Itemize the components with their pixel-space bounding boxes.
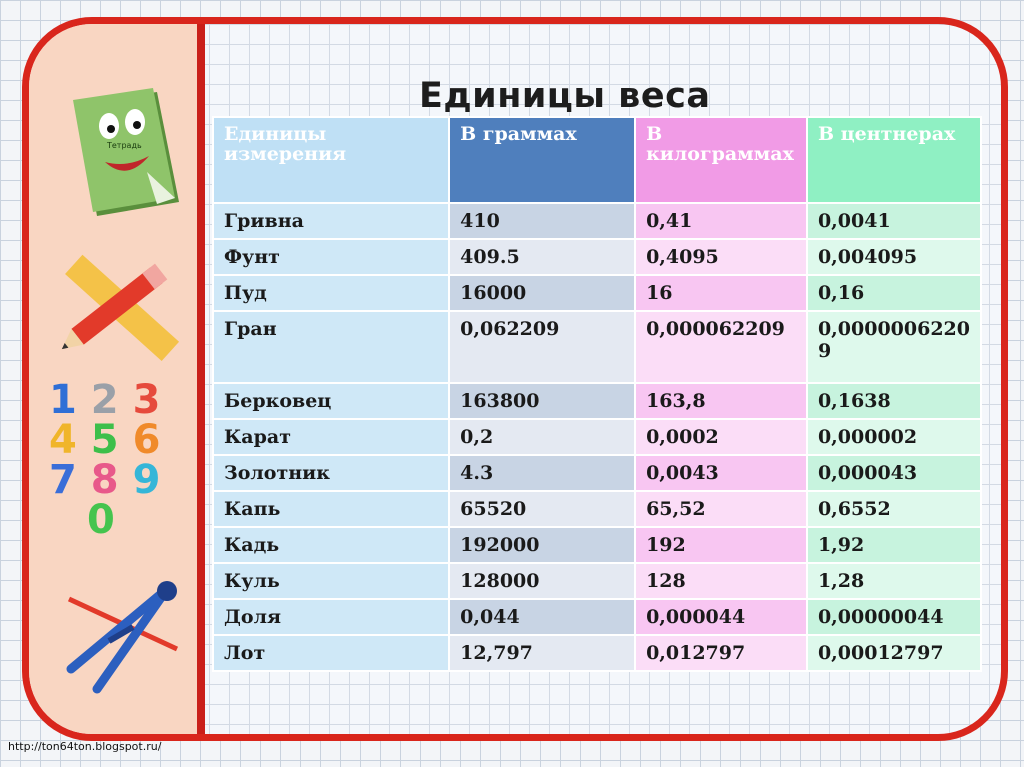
numbers-icon: 1 2 3 4 5 6 7 8 9 0 xyxy=(49,377,161,543)
kilograms-cell: 0,0043 xyxy=(634,454,808,492)
kilograms-cell: 16 xyxy=(634,274,808,312)
table-row: Карат 0,2 0,0002 0,000002 xyxy=(211,418,983,456)
unit-name-cell: Доля xyxy=(211,598,451,636)
table-row: Доля 0,044 0,000044 0,00000044 xyxy=(211,598,983,636)
unit-name-cell: Кадь xyxy=(211,526,451,564)
table-row: Берковец 163800 163,8 0,1638 xyxy=(211,382,983,420)
table-row: Пуд 16000 16 0,16 xyxy=(211,274,983,312)
grams-cell: 0,2 xyxy=(448,418,637,456)
weight-units-table: Единицы измерения В граммах В килограмма… xyxy=(211,116,983,672)
kilograms-cell: 163,8 xyxy=(634,382,808,420)
kilograms-cell: 0,4095 xyxy=(634,238,808,276)
unit-name-cell: Лот xyxy=(211,634,451,672)
unit-name-cell: Берковец xyxy=(211,382,451,420)
unit-name-cell: Золотник xyxy=(211,454,451,492)
grams-cell: 192000 xyxy=(448,526,637,564)
grams-cell: 4.3 xyxy=(448,454,637,492)
table-row: Куль 128000 128 1,28 xyxy=(211,562,983,600)
page-title: Единицы веса xyxy=(419,76,711,116)
centners-cell: 0,00000044 xyxy=(805,598,983,636)
kilograms-cell: 128 xyxy=(634,562,808,600)
kilograms-cell: 0,41 xyxy=(634,202,808,240)
grams-cell: 12,797 xyxy=(448,634,637,672)
grams-cell: 163800 xyxy=(448,382,637,420)
pencil-ruler-icon xyxy=(61,254,180,362)
notebook-label: Тетрадь xyxy=(106,141,142,150)
header-kilograms: В килограммах xyxy=(634,116,808,204)
kilograms-cell: 192 xyxy=(634,526,808,564)
header-grams: В граммах xyxy=(448,116,637,204)
decorative-sidebar: Тетрадь 1 2 3 4 5 6 xyxy=(29,24,205,734)
unit-name-cell: Куль xyxy=(211,562,451,600)
unit-name-cell: Гривна xyxy=(211,202,451,240)
table-row: Лот 12,797 0,012797 0,00012797 xyxy=(211,634,983,672)
compass-icon xyxy=(66,581,179,694)
grams-cell: 0,044 xyxy=(448,598,637,636)
table-row: Капь 65520 65,52 0,6552 xyxy=(211,490,983,528)
grams-cell: 16000 xyxy=(448,274,637,312)
unit-name-cell: Карат xyxy=(211,418,451,456)
grams-cell: 65520 xyxy=(448,490,637,528)
centners-cell: 1,28 xyxy=(805,562,983,600)
kilograms-cell: 0,0002 xyxy=(634,418,808,456)
notebook-character-icon: Тетрадь xyxy=(73,88,179,216)
centners-cell: 0,000043 xyxy=(805,454,983,492)
centners-cell: 0,6552 xyxy=(805,490,983,528)
table-row: Гран 0,062209 0,000062209 0,0000006220 9 xyxy=(211,310,983,384)
centners-cell: 0,16 xyxy=(805,274,983,312)
unit-name-cell: Гран xyxy=(211,310,451,384)
centners-cell: 0,004095 xyxy=(805,238,983,276)
unit-name-cell: Пуд xyxy=(211,274,451,312)
header-units: Единицы измерения xyxy=(211,116,451,204)
table-row: Гривна 410 0,41 0,0041 xyxy=(211,202,983,240)
source-url: http://ton64ton.blogspot.ru/ xyxy=(8,740,162,753)
centners-cell: 1,92 xyxy=(805,526,983,564)
grams-cell: 128000 xyxy=(448,562,637,600)
kilograms-cell: 0,000044 xyxy=(634,598,808,636)
grams-cell: 409.5 xyxy=(448,238,637,276)
centners-cell: 0,00012797 xyxy=(805,634,983,672)
kilograms-cell: 65,52 xyxy=(634,490,808,528)
centners-cell: 0,000002 xyxy=(805,418,983,456)
grams-cell: 410 xyxy=(448,202,637,240)
table-row: Фунт 409.5 0,4095 0,004095 xyxy=(211,238,983,276)
header-centners: В центнерах xyxy=(805,116,983,204)
grams-cell: 0,062209 xyxy=(448,310,637,384)
unit-name-cell: Фунт xyxy=(211,238,451,276)
table-row: Кадь 192000 192 1,92 xyxy=(211,526,983,564)
kilograms-cell: 0,012797 xyxy=(634,634,808,672)
unit-name-cell: Капь xyxy=(211,490,451,528)
centners-cell: 0,0041 xyxy=(805,202,983,240)
centners-cell: 0,1638 xyxy=(805,382,983,420)
table-row: Золотник 4.3 0,0043 0,000043 xyxy=(211,454,983,492)
table-header-row: Единицы измерения В граммах В килограмма… xyxy=(211,116,983,204)
centners-cell: 0,0000006220 9 xyxy=(805,310,983,384)
kilograms-cell: 0,000062209 xyxy=(634,310,808,384)
